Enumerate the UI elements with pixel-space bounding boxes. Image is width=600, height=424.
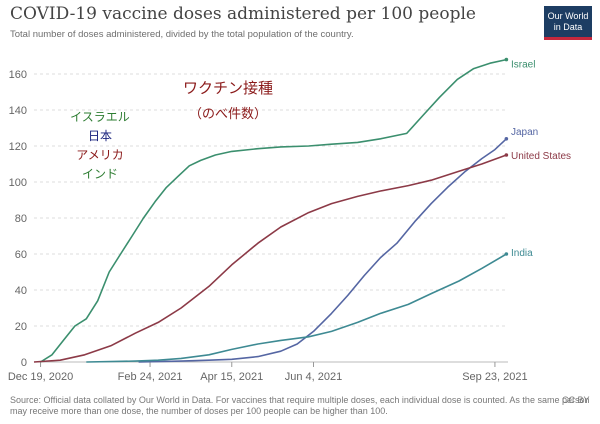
annotation-legend-item: イスラエル (70, 110, 130, 124)
owid-logo[interactable]: Our World in Data (544, 6, 592, 40)
series-line-israel[interactable] (40, 58, 507, 363)
series-label[interactable]: Israel (511, 60, 535, 71)
logo-line-1: Our World (547, 11, 589, 21)
chart-subtitle: Total number of doses administered, divi… (10, 29, 354, 40)
series-line-united-states[interactable] (33, 154, 507, 363)
x-tick-label: Feb 24, 2021 (118, 371, 183, 383)
x-tick-label: Dec 19, 2020 (8, 371, 73, 383)
annotation-title: ワクチン接種 (183, 79, 273, 97)
series-line-india[interactable] (86, 253, 507, 363)
y-tick-label: 40 (15, 285, 27, 297)
y-tick-label: 60 (15, 249, 27, 261)
y-tick-label: 100 (9, 177, 27, 189)
annotation-subtitle: （のべ件数） (189, 107, 267, 122)
series-label[interactable]: India (511, 248, 533, 259)
y-tick-label: 120 (9, 141, 27, 153)
annotation-legend-item: 日本 (88, 129, 112, 143)
y-tick-label: 140 (9, 105, 27, 117)
y-tick-label: 160 (9, 69, 27, 81)
series-end-point (504, 153, 509, 157)
source-note: Source: Official data collated by Our Wo… (10, 395, 590, 416)
series-label[interactable]: Japan (511, 127, 538, 138)
annotation-legend-item: インド (82, 167, 118, 181)
series-end-point (504, 252, 509, 256)
logo-line-2: in Data (553, 22, 583, 32)
y-tick-label: 0 (21, 357, 27, 369)
series-label[interactable]: United States (511, 151, 571, 162)
y-tick-label: 20 (15, 321, 27, 333)
series-line-japan[interactable] (138, 138, 507, 363)
x-tick-label: Apr 15, 2021 (200, 371, 263, 383)
annotation-legend-item: アメリカ (76, 148, 123, 162)
license-badge[interactable]: CC BY (562, 395, 590, 405)
x-tick-label: Sep 23, 2021 (462, 371, 527, 383)
y-tick-label: 80 (15, 213, 27, 225)
x-tick-label: Jun 4, 2021 (285, 371, 343, 383)
chart-title: COVID-19 vaccine doses administered per … (10, 4, 476, 24)
series-end-point (504, 137, 509, 141)
series-end-point (504, 57, 509, 62)
